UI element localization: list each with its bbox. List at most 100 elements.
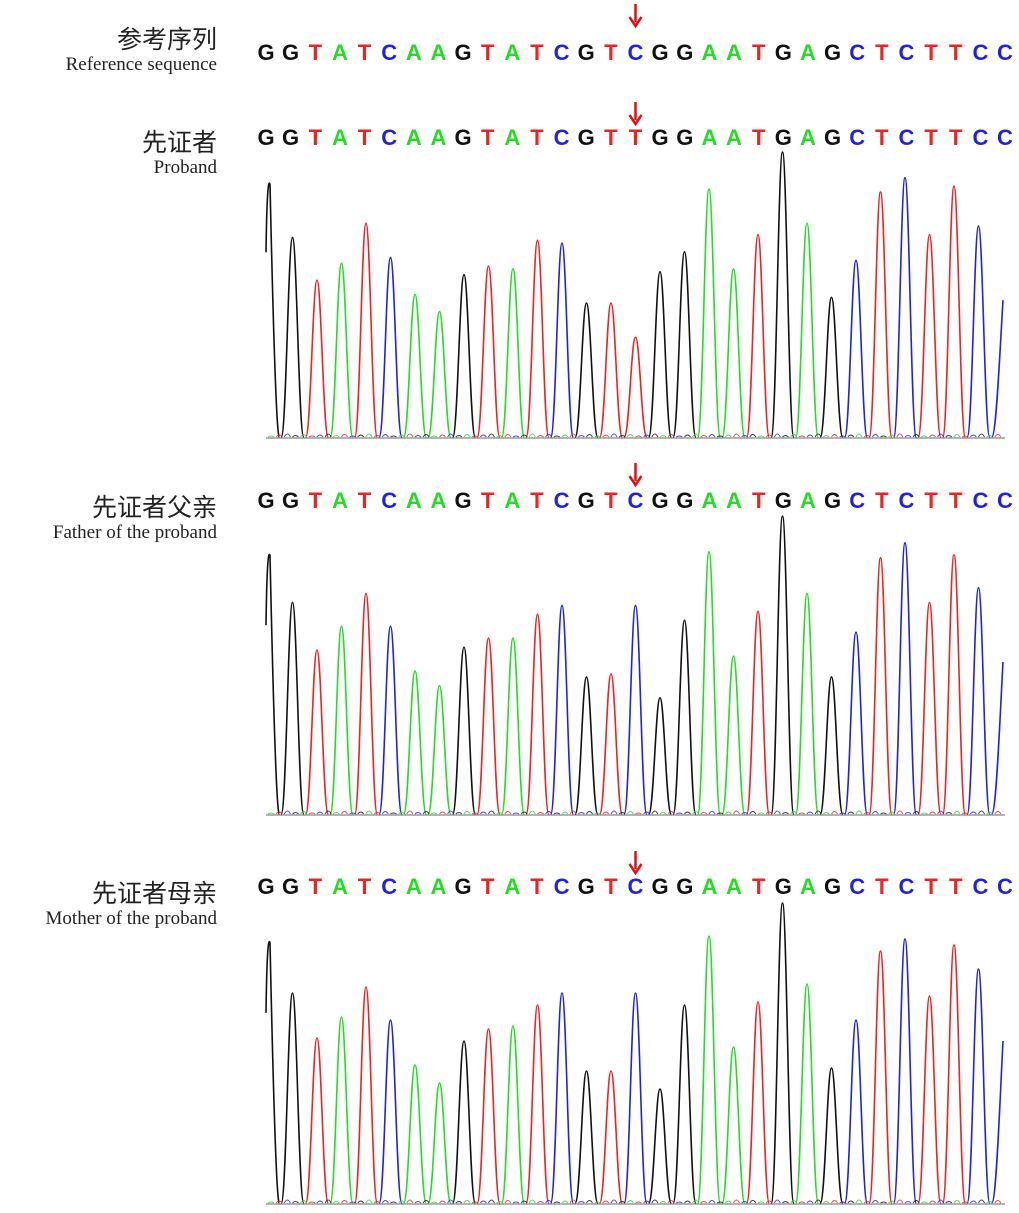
baseline-noise <box>790 811 798 815</box>
trace-peak <box>647 270 673 438</box>
baseline-noise <box>863 1201 871 1204</box>
base-letter: G <box>578 874 595 899</box>
base-letter: A <box>406 40 422 65</box>
baseline-noise <box>814 433 822 438</box>
baseline-noise <box>431 812 438 815</box>
base-letter: G <box>652 125 669 150</box>
base-letter: C <box>997 40 1013 65</box>
trace-peak <box>794 983 820 1204</box>
baseline-noise <box>496 435 504 438</box>
trace-peak <box>892 938 918 1204</box>
baseline-noise <box>447 433 455 438</box>
baseline-noise <box>300 434 308 438</box>
baseline-noise <box>512 1201 520 1204</box>
trace-peak <box>770 902 795 1204</box>
base-letter: C <box>381 488 397 513</box>
variant-arrow-icon <box>628 102 643 127</box>
base-letter: T <box>530 488 544 513</box>
baseline-noise <box>316 811 324 815</box>
baseline-noise <box>741 812 749 815</box>
base-letter: T <box>875 125 889 150</box>
base-letter: T <box>629 125 643 150</box>
trace-peak <box>990 300 1004 438</box>
baseline-noise <box>757 435 765 438</box>
baseline-noise <box>373 1201 381 1204</box>
baseline-noise <box>831 434 838 438</box>
trace-peak <box>892 542 918 815</box>
baseline-noise <box>610 1199 618 1204</box>
trace-peak <box>990 1040 1004 1204</box>
baseline-noise <box>398 1200 406 1204</box>
baseline-noise <box>635 1201 642 1204</box>
baseline-noise <box>708 811 716 815</box>
base-letter: A <box>430 874 446 899</box>
label-zh: 参考序列 <box>116 25 217 54</box>
trace-peak <box>868 191 893 438</box>
baseline-noise <box>651 1199 659 1204</box>
trace-peak <box>721 268 746 438</box>
baseline-noise <box>896 433 904 438</box>
label-zh: 先证者 <box>141 128 217 157</box>
baseline-noise <box>267 1201 275 1204</box>
variant-arrow-icon <box>628 4 643 29</box>
base-letter: C <box>381 125 397 150</box>
base-letter: G <box>455 40 472 65</box>
base-letter: A <box>504 40 520 65</box>
label-en: Father of the proband <box>52 522 217 543</box>
baseline-noise <box>969 434 977 438</box>
baseline-noise <box>904 435 912 438</box>
baseline-noise <box>765 434 773 438</box>
baseline-noise <box>463 1200 471 1204</box>
base-letter: G <box>652 874 669 899</box>
baseline-noise <box>553 435 561 438</box>
trace-peak <box>451 1040 477 1204</box>
trace-peak <box>402 670 428 815</box>
trace-peak <box>623 992 648 1204</box>
base-letter: T <box>949 40 963 65</box>
baseline-noise <box>659 1201 667 1204</box>
trace-peak <box>819 1067 844 1204</box>
trace-peak <box>672 1004 697 1204</box>
base-letter: T <box>358 125 372 150</box>
base-letter: C <box>628 40 644 65</box>
baseline-noise <box>275 1200 283 1204</box>
baseline-noise <box>929 434 936 438</box>
base-letter: G <box>676 125 693 150</box>
baseline-noise <box>528 810 536 815</box>
trace-peak <box>378 1019 403 1204</box>
baseline-noise <box>953 1200 961 1204</box>
base-letter: T <box>604 125 618 150</box>
base-letter: T <box>481 488 495 513</box>
trace-peak <box>770 151 795 438</box>
baseline-noise <box>553 1201 561 1204</box>
baseline-noise <box>300 1200 308 1204</box>
baseline-noise <box>520 811 528 815</box>
baseline-noise <box>969 1200 977 1204</box>
label-en: Proband <box>153 157 217 178</box>
baseline-noise <box>569 1199 577 1204</box>
base-letter: G <box>676 874 693 899</box>
baseline-noise <box>790 434 798 438</box>
base-letter: T <box>875 40 889 65</box>
trace-peak <box>280 601 305 815</box>
baseline-noise <box>773 810 781 815</box>
base-letter: G <box>676 40 693 65</box>
trace-peak <box>794 592 820 815</box>
base-letter: C <box>972 125 988 150</box>
baseline-noise <box>431 1201 438 1204</box>
base-letter: C <box>972 40 988 65</box>
base-letter: G <box>257 874 274 899</box>
base-letter: A <box>800 488 816 513</box>
baseline-noise <box>275 434 283 438</box>
base-letter: G <box>257 40 274 65</box>
baseline-noise <box>512 435 520 438</box>
baseline-noise <box>921 435 928 438</box>
baseline-noise <box>569 433 577 438</box>
base-letter: C <box>628 488 644 513</box>
baseline-noise <box>357 434 365 438</box>
baseline-noise <box>822 812 830 815</box>
base-letter: A <box>332 40 348 65</box>
baseline-noise <box>520 1200 528 1204</box>
trace-peak <box>329 625 354 815</box>
trace-peak <box>451 273 477 438</box>
